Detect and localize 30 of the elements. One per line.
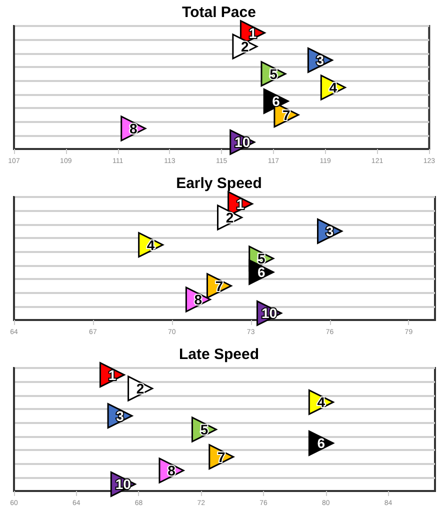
series-label: 8 bbox=[129, 120, 138, 136]
series-label: 2 bbox=[241, 38, 250, 54]
series-label: 5 bbox=[257, 250, 266, 266]
series-label: 10 bbox=[115, 476, 132, 492]
series-label: 3 bbox=[316, 52, 324, 68]
series-label: 7 bbox=[215, 278, 224, 294]
series-label: 7 bbox=[217, 448, 226, 465]
series-label: 4 bbox=[146, 236, 155, 253]
series-label: 1 bbox=[236, 196, 244, 212]
series-label: 5 bbox=[200, 422, 208, 438]
series-label: 2 bbox=[226, 210, 234, 226]
series-label: 3 bbox=[116, 408, 124, 424]
series-label: 6 bbox=[317, 435, 326, 452]
series-label: 3 bbox=[326, 223, 334, 240]
chart-title: Late Speed bbox=[178, 346, 260, 363]
chart-title: Early Speed bbox=[176, 175, 262, 192]
series-label: 8 bbox=[168, 462, 176, 478]
series-label: 10 bbox=[234, 134, 250, 150]
series-label: 7 bbox=[282, 106, 291, 123]
series-label: 1 bbox=[248, 24, 257, 41]
series-label: 6 bbox=[272, 93, 280, 110]
series-label: 6 bbox=[257, 264, 266, 280]
series-label: 10 bbox=[261, 305, 278, 322]
series-label: 4 bbox=[329, 80, 338, 96]
series-label: 1 bbox=[108, 366, 116, 383]
series-label: 8 bbox=[194, 292, 202, 308]
series-label: 4 bbox=[317, 394, 326, 410]
series-label: 5 bbox=[270, 66, 278, 82]
series-label: 2 bbox=[136, 380, 144, 396]
chart-title: Total Pace bbox=[182, 4, 256, 21]
